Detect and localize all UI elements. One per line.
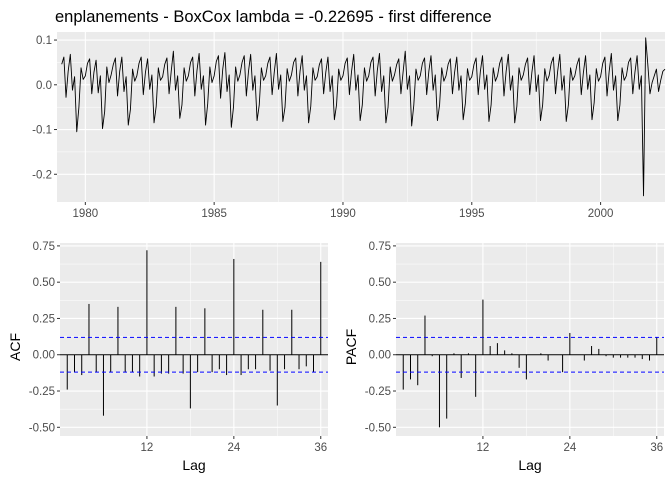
pacf-plot: 0.75 0.50 0.25 0.00 -0.25 -0.50 12 24 36 <box>365 241 664 454</box>
pacf-y-tick-label: -0.25 <box>365 386 391 398</box>
ts-x-tick-label: 1995 <box>459 208 485 220</box>
acf-y-tick-label: 0.25 <box>33 313 55 325</box>
pacf-y-tick-label: 0.50 <box>369 277 391 289</box>
pacf-y-tick-label: 0.00 <box>369 350 391 362</box>
ts-x-tick-label: 1990 <box>330 208 356 220</box>
acf-y-tick-label: -0.25 <box>29 386 55 398</box>
ts-y-tick-label: -0.2 <box>32 169 52 181</box>
acf-plot: 0.75 0.50 0.25 0.00 -0.25 -0.50 12 24 36 <box>29 241 328 454</box>
ts-x-tick-label: 1980 <box>73 208 99 220</box>
pacf-x-tick-label: 24 <box>563 442 576 454</box>
acf-x-tick-label: 24 <box>227 442 240 454</box>
pacf-y-tick-label: 0.75 <box>369 241 391 253</box>
pacf-panel-background <box>396 243 664 436</box>
pacf-x-tick-label: 12 <box>477 442 490 454</box>
acf-x-axis-label: Lag <box>182 457 205 473</box>
acf-y-tick-label: 0.50 <box>33 277 55 289</box>
chart-title: enplanements - BoxCox lambda = -0.22695 … <box>55 8 492 26</box>
acf-x-tick-label: 36 <box>314 442 327 454</box>
acf-y-tick-label: -0.50 <box>29 422 55 434</box>
ts-y-tick-label: 0.1 <box>36 35 52 47</box>
acf-panel-background <box>60 243 328 436</box>
pacf-x-axis-label: Lag <box>518 457 541 473</box>
ts-x-tick-label: 2000 <box>588 208 614 220</box>
acf-y-tick-label: 0.75 <box>33 241 55 253</box>
series-line <box>61 37 666 197</box>
acf-y-tick-label: 0.00 <box>33 350 55 362</box>
acf-y-axis-label: ACF <box>7 333 23 361</box>
pacf-y-tick-label: -0.50 <box>365 422 391 434</box>
pacf-y-tick-label: 0.25 <box>369 313 391 325</box>
acf-x-tick-label: 12 <box>141 442 154 454</box>
time-series-plot: 0.1 0.0 -0.1 -0.2 1980 1985 1990 1995 2000 <box>32 32 666 220</box>
ts-y-tick-label: -0.1 <box>32 125 52 137</box>
ts-y-tick-label: 0.0 <box>36 80 52 92</box>
pacf-y-axis-label: PACF <box>343 329 359 365</box>
pacf-x-tick-label: 36 <box>650 442 663 454</box>
ts-x-tick-label: 1985 <box>201 208 227 220</box>
